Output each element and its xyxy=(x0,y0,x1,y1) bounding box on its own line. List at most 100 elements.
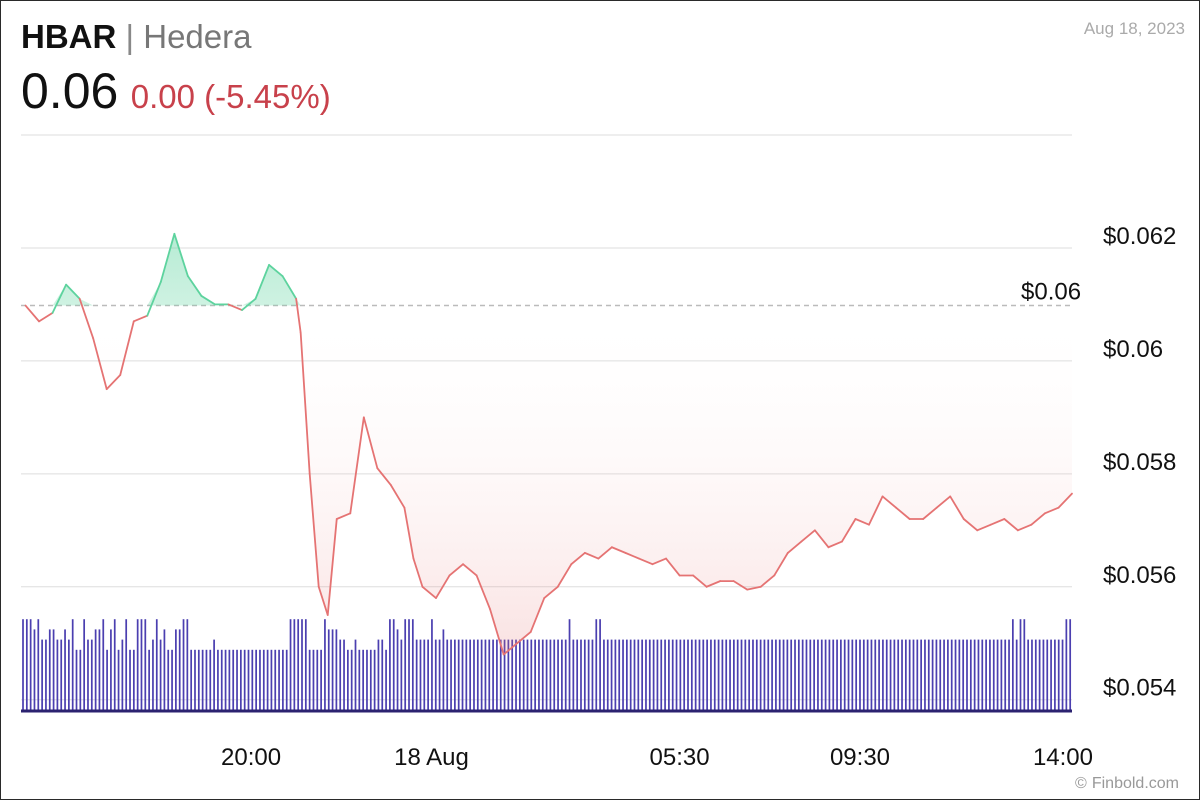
volume-bar xyxy=(1050,639,1052,711)
volume-bar xyxy=(132,649,135,711)
volume-bar xyxy=(404,619,407,711)
volume-bar xyxy=(335,629,338,711)
volume-bar xyxy=(564,639,567,711)
volume-bar xyxy=(113,619,116,711)
volume-bar xyxy=(813,639,815,711)
volume-bar xyxy=(171,649,173,711)
volume-bar xyxy=(64,629,66,711)
volume-bar xyxy=(622,639,624,711)
volume-bar xyxy=(625,639,628,711)
volume-bar xyxy=(476,639,479,711)
volume-bar xyxy=(939,639,942,711)
volume-bar xyxy=(603,639,605,711)
price-line-segment xyxy=(412,557,424,588)
price-line-segment xyxy=(976,523,992,532)
volume-bar xyxy=(1034,639,1037,711)
price-line-segment xyxy=(105,374,122,391)
volume-bar xyxy=(924,639,926,711)
price-line-segment xyxy=(435,574,451,599)
price-line-segment xyxy=(1003,518,1019,532)
volume-bar xyxy=(278,649,280,711)
volume-bar xyxy=(866,639,869,711)
volume-bar xyxy=(60,639,63,711)
volume-bar xyxy=(117,649,120,711)
volume-bar xyxy=(270,649,273,711)
volume-bar xyxy=(343,639,345,711)
x-tick-label: 05:30 xyxy=(650,744,710,771)
volume-bar xyxy=(698,639,701,711)
price-line-segment xyxy=(759,574,776,588)
volume-bar xyxy=(182,619,185,711)
volume-bar xyxy=(885,639,888,711)
volume-bar xyxy=(454,639,456,711)
volume-bar xyxy=(228,649,231,711)
volume-bar xyxy=(197,649,200,711)
volume-bar xyxy=(327,629,330,711)
price-line-segment xyxy=(295,297,302,334)
volume-bar xyxy=(224,649,227,711)
volume-bar xyxy=(862,639,865,711)
volume-bar xyxy=(434,639,437,711)
volume-bar xyxy=(507,639,510,711)
price-line-segment xyxy=(448,563,464,577)
price-line-segment xyxy=(827,540,843,549)
price-line-segment xyxy=(949,495,965,520)
price-line-segment xyxy=(227,303,243,311)
volume-bar xyxy=(144,619,147,711)
copyright-icon: © xyxy=(1075,775,1087,792)
volume-bar xyxy=(213,639,215,711)
volume-bar xyxy=(461,639,464,711)
volume-bar xyxy=(931,639,934,711)
price-line-segment xyxy=(24,304,40,323)
volume-bar xyxy=(312,649,315,711)
volume-bar xyxy=(236,649,238,711)
volume-bar xyxy=(901,639,903,711)
volume-bar xyxy=(408,619,410,711)
volume-bar xyxy=(996,639,999,711)
volume-bar xyxy=(522,639,525,711)
volume-bar xyxy=(614,639,617,711)
y-tick-label: $0.06 xyxy=(1103,336,1163,363)
volume-bar xyxy=(637,639,640,711)
volume-bar xyxy=(893,639,896,711)
volume-bar xyxy=(29,619,32,711)
price-line-segment xyxy=(65,283,81,300)
volume-bar xyxy=(694,639,697,711)
volume-bar xyxy=(358,649,361,711)
volume-bar xyxy=(851,639,854,711)
volume-bar xyxy=(385,649,387,711)
volume-bar xyxy=(159,639,162,711)
volume-bar xyxy=(687,639,689,711)
price-line-segment xyxy=(326,518,338,616)
volume-bar xyxy=(790,639,793,711)
price-line-segment xyxy=(935,495,952,509)
volume-bar xyxy=(771,639,773,711)
volume-bar xyxy=(155,619,158,711)
volume-bar xyxy=(304,619,307,711)
volume-bar xyxy=(331,629,334,711)
x-tick-label: 09:30 xyxy=(830,744,890,771)
volume-bar xyxy=(1019,619,1022,711)
volume-bar xyxy=(633,639,636,711)
volume-bar xyxy=(1061,639,1064,711)
price-line-segment xyxy=(132,314,149,323)
volume-bar xyxy=(266,649,269,711)
volume-bar xyxy=(90,639,93,711)
volume-bar xyxy=(25,619,28,711)
volume-bar xyxy=(209,649,212,711)
volume-bar xyxy=(484,639,487,711)
volume-bar xyxy=(37,619,40,711)
volume-bar xyxy=(255,649,257,711)
volume-bar xyxy=(1011,619,1014,711)
price-line-segment xyxy=(475,574,492,611)
volume-bar xyxy=(782,639,785,711)
volume-bar xyxy=(324,619,326,711)
volume-bar xyxy=(339,639,342,711)
price-line-segment xyxy=(489,608,505,656)
reference-label: $0.06 xyxy=(1021,279,1081,306)
volume-bar xyxy=(220,649,223,711)
price-line-segment xyxy=(868,495,884,526)
asset-symbol: HBAR xyxy=(21,18,117,55)
volume-bar xyxy=(457,639,460,711)
volume-bar xyxy=(656,639,659,711)
